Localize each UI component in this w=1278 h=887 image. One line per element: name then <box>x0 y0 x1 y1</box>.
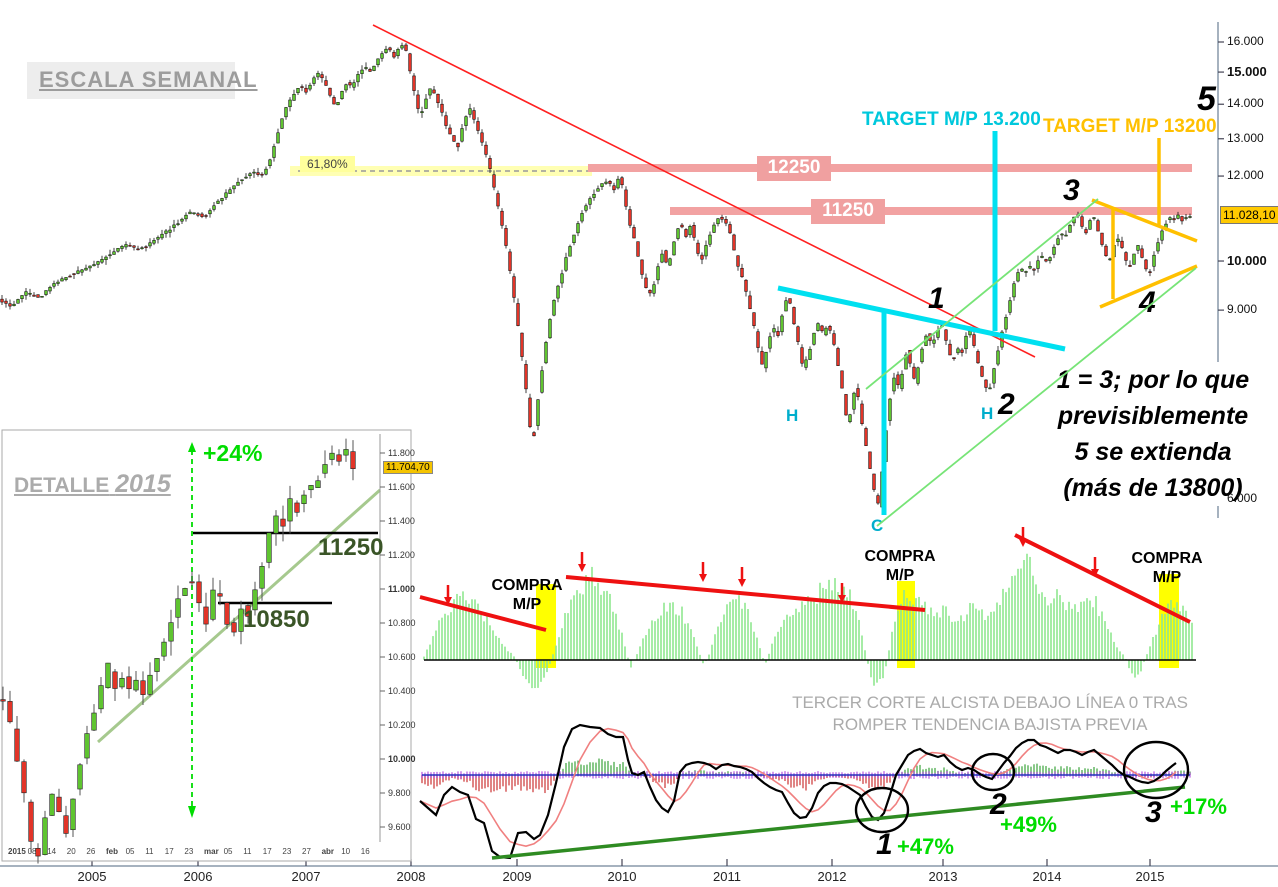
bullish-channel <box>865 198 1197 527</box>
inset-chart <box>0 429 412 864</box>
macd-histogram <box>419 527 1196 689</box>
divergence-circle-3 <box>1122 740 1190 800</box>
weekly-candlesticks <box>0 42 1192 508</box>
divergence-circle-2 <box>970 752 1016 792</box>
divergence-circle-1 <box>854 786 910 834</box>
pattern-lines <box>372 24 1198 515</box>
oscillator-panel <box>419 723 1191 860</box>
